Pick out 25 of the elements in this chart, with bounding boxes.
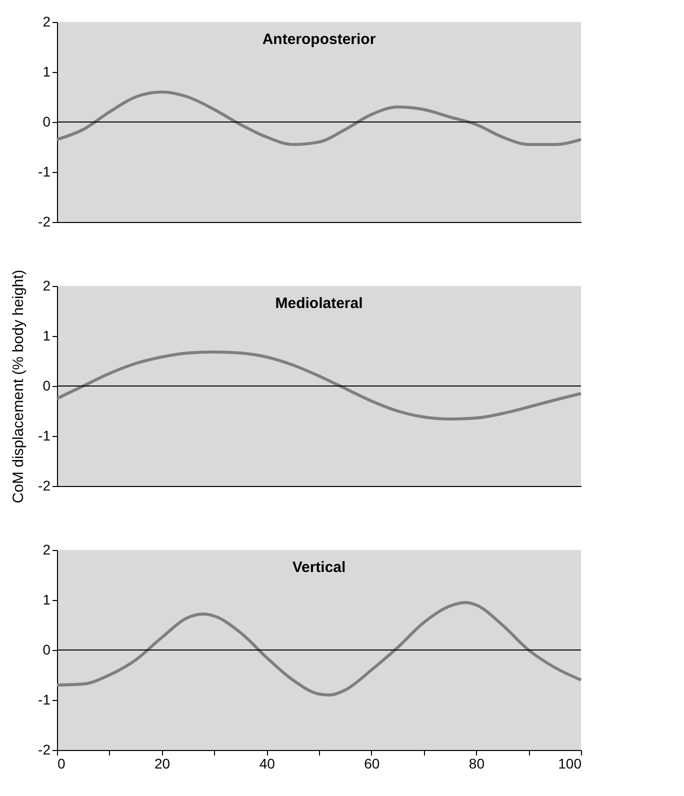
- y-tick-label: 2: [42, 14, 51, 30]
- y-tick-label: 1: [42, 592, 51, 608]
- y-tick-label: -1: [38, 164, 51, 180]
- text: Vertical: [292, 559, 346, 576]
- y-axis-title: CoM displacement (% body height): [10, 270, 28, 504]
- x-tick-label: 60: [364, 756, 380, 772]
- x-tick-label: 100: [558, 756, 582, 772]
- y-tick-label: 0: [42, 378, 51, 394]
- y-tick-label: 0: [42, 114, 51, 130]
- text: Mediolateral: [275, 295, 363, 312]
- x-tick-label: 80: [468, 756, 485, 772]
- y-tick-label: -2: [38, 742, 51, 758]
- y-tick-label: 1: [42, 328, 51, 344]
- text: Anteroposterior: [262, 31, 376, 48]
- x-tick-label: 0: [58, 756, 66, 772]
- y-tick-label: 1: [42, 64, 51, 80]
- y-tick-label: -1: [38, 428, 51, 444]
- x-tick-label: 20: [154, 756, 170, 772]
- y-tick-label: 2: [42, 278, 51, 294]
- x-tick-label: 40: [259, 756, 276, 772]
- y-tick-label: 0: [42, 642, 51, 658]
- y-tick-label: -2: [38, 214, 51, 230]
- y-tick-label: 2: [42, 542, 51, 558]
- y-tick-label: -1: [38, 692, 51, 708]
- y-tick-label: -2: [38, 478, 51, 494]
